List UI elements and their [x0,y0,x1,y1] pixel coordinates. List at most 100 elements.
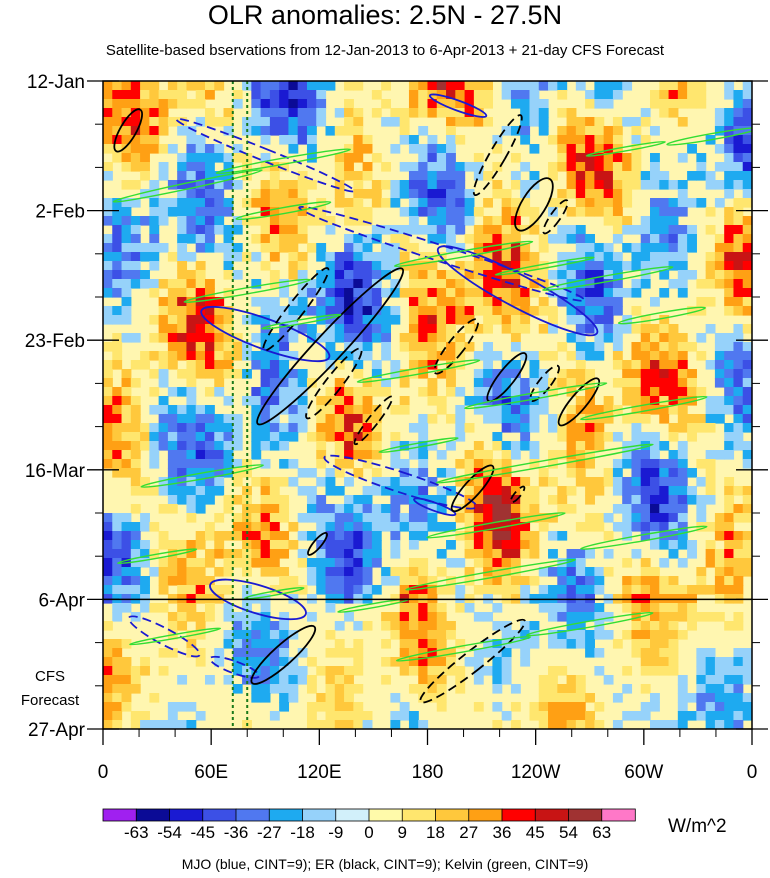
field-cell [204,81,215,91]
field-cell [279,693,290,703]
field-cell [510,171,521,181]
field-cell [538,603,549,613]
colorbar-label: -18 [290,823,315,842]
field-cell [668,360,679,370]
field-cell [149,603,160,613]
field-cell [733,405,744,415]
field-cell [724,243,735,253]
field-cell [492,720,503,729]
field-cell [232,432,243,442]
field-cell [371,306,382,316]
field-cell [214,198,225,208]
field-cell [177,81,188,91]
field-cell [121,468,132,478]
field-cell [687,369,697,379]
field-cell [464,657,475,667]
mjo-contour [175,117,356,193]
field-cell [473,162,484,172]
field-cell [714,513,725,523]
field-cell [362,261,373,271]
field-cell [195,171,206,181]
field-cell [362,621,373,631]
field-cell [529,225,540,235]
field-cell [353,360,364,370]
y-tick-label: 2-Feb [35,202,85,223]
field-cell [742,513,752,523]
field-cell [659,207,670,217]
field-cell [158,540,169,550]
field-cell [594,243,605,253]
field-cell [687,387,697,397]
field-cell [251,639,262,649]
field-cell [585,477,595,487]
field-cell [446,324,456,334]
field-cell [585,234,595,244]
field-cell [622,522,633,532]
field-cell [418,486,429,496]
field-cell [121,108,132,118]
field-cell [733,243,744,253]
field-cell [362,396,373,406]
field-cell [436,171,447,181]
field-cell [446,414,456,424]
field-cell [510,522,521,532]
field-cell [585,693,595,703]
field-cell [381,639,392,649]
field-cell [677,405,688,415]
field-cell [742,396,752,406]
field-cell [659,108,670,118]
field-cell [130,99,141,109]
field-cell [742,423,752,433]
colorbar-swatch [601,808,636,822]
field-cell [344,216,354,226]
field-cell [650,585,660,595]
field-cell [575,261,586,271]
field-cell [640,639,651,649]
field-cell [260,99,271,109]
field-cell [566,333,577,343]
field-cell [177,585,188,595]
field-cell [334,198,345,208]
field-cell [650,261,660,271]
field-cell [446,576,456,586]
field-cell [158,243,169,253]
field-cell [195,432,206,442]
field-cell [612,288,623,298]
field-cell [186,558,197,568]
field-cell [696,99,707,109]
field-cell [353,684,364,694]
field-cell [260,603,271,613]
field-cell [510,387,521,397]
field-cell [622,441,633,451]
field-cell [742,189,752,199]
field-cell [575,153,586,163]
field-cell [575,360,586,370]
field-cell [446,378,456,388]
field-cell [269,81,280,91]
field-cell [418,522,429,532]
field-cell [297,288,308,298]
field-cell [418,90,429,100]
field-cell [223,180,234,190]
field-cell [464,486,475,496]
field-cell [650,297,660,307]
kelvin-contour [585,140,666,157]
field-cell [381,81,392,91]
field-cell [140,216,150,226]
field-cell [177,162,188,172]
field-cell [473,297,484,307]
field-cell [631,306,642,316]
field-cell [158,585,169,595]
field-cell [371,531,382,541]
field-cell [204,243,215,253]
field-cell [260,693,271,703]
field-cell [529,306,540,316]
field-cell [204,198,215,208]
field-cell [427,522,438,532]
field-cell [167,576,178,586]
y-tick-label: 27-Apr [28,720,86,741]
field-cell [529,540,540,550]
field-cell [650,639,660,649]
field-cell [158,369,169,379]
field-cell [279,648,290,658]
